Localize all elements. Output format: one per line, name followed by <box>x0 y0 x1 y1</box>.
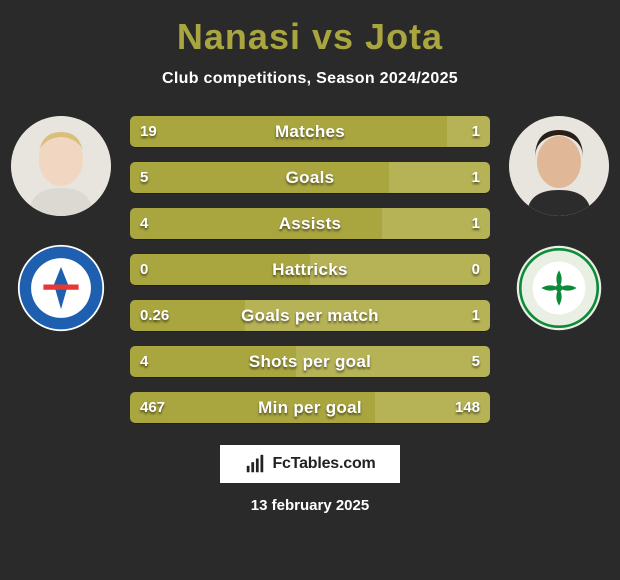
stat-bar-left: 5 <box>130 162 389 193</box>
brand-text: FcTables.com <box>272 455 375 473</box>
stat-value-right: 1 <box>472 307 480 324</box>
left-column <box>6 116 116 332</box>
stat-bar-right: 0 <box>310 254 490 285</box>
subtitle: Club competitions, Season 2024/2025 <box>162 70 458 88</box>
stat-row: 00Hattricks <box>130 254 490 285</box>
stat-value-left: 467 <box>140 399 165 416</box>
stat-bar-right: 1 <box>447 116 490 147</box>
stat-bar-left: 467 <box>130 392 375 423</box>
stat-bar-right: 1 <box>245 300 490 331</box>
avatar-placeholder-icon <box>509 116 609 216</box>
stat-value-right: 148 <box>455 399 480 416</box>
stat-value-right: 1 <box>472 215 480 232</box>
stat-value-left: 4 <box>140 353 148 370</box>
chart-icon <box>244 453 266 475</box>
stat-row: 41Assists <box>130 208 490 239</box>
stat-bar-left: 4 <box>130 346 296 377</box>
stat-bar-right: 1 <box>382 208 490 239</box>
comparison-card: Nanasi vs Jota Club competitions, Season… <box>0 0 620 580</box>
footer-date: 13 february 2025 <box>251 497 369 514</box>
club-crest-icon <box>17 244 105 332</box>
stat-value-left: 4 <box>140 215 148 232</box>
stats-area: 191Matches51Goals41Assists00Hattricks0.2… <box>0 116 620 423</box>
stat-row: 45Shots per goal <box>130 346 490 377</box>
title-player-right: Jota <box>365 16 443 57</box>
stat-bars: 191Matches51Goals41Assists00Hattricks0.2… <box>130 116 490 423</box>
club-left-badge <box>17 244 105 332</box>
stat-value-right: 5 <box>472 353 480 370</box>
stat-row: 51Goals <box>130 162 490 193</box>
player-left-avatar <box>11 116 111 216</box>
avatar-placeholder-icon <box>11 116 111 216</box>
title-player-left: Nanasi <box>177 16 301 57</box>
club-crest-icon <box>515 244 603 332</box>
stat-bar-right: 5 <box>296 346 490 377</box>
club-right-badge <box>515 244 603 332</box>
stat-value-left: 0 <box>140 261 148 278</box>
stat-value-right: 1 <box>472 169 480 186</box>
right-column <box>504 116 614 332</box>
stat-value-right: 0 <box>472 261 480 278</box>
stat-bar-left: 0 <box>130 254 310 285</box>
player-right-avatar <box>509 116 609 216</box>
stat-row: 467148Min per goal <box>130 392 490 423</box>
stat-bar-right: 148 <box>375 392 490 423</box>
stat-value-left: 19 <box>140 123 157 140</box>
stat-value-left: 0.26 <box>140 307 169 324</box>
stat-bar-left: 19 <box>130 116 447 147</box>
stat-bar-left: 4 <box>130 208 382 239</box>
stat-row: 191Matches <box>130 116 490 147</box>
stat-value-right: 1 <box>472 123 480 140</box>
stat-value-left: 5 <box>140 169 148 186</box>
stat-bar-right: 1 <box>389 162 490 193</box>
title-vs: vs <box>312 16 354 57</box>
stat-row: 0.261Goals per match <box>130 300 490 331</box>
brand-badge: FcTables.com <box>220 445 400 483</box>
page-title: Nanasi vs Jota <box>177 16 443 58</box>
stat-bar-left: 0.26 <box>130 300 245 331</box>
